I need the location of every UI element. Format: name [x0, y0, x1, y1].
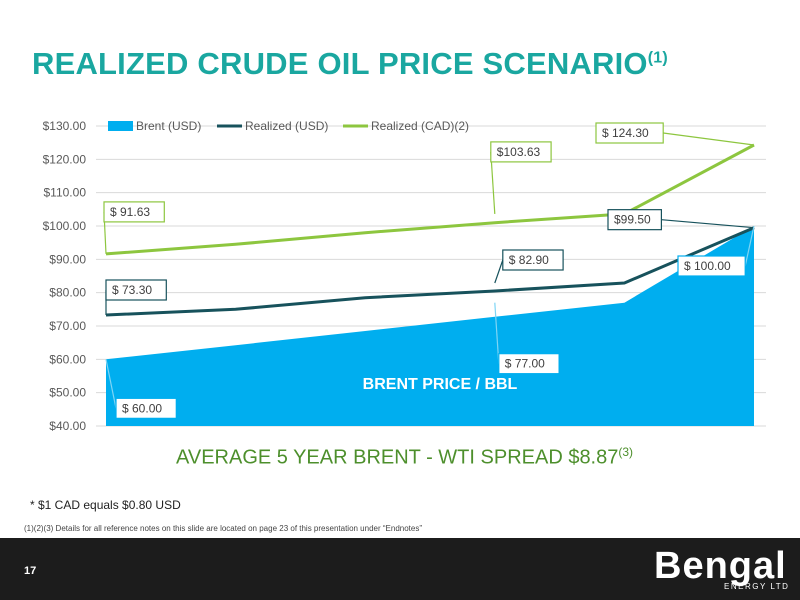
data-label: $ 100.00 — [684, 259, 731, 273]
y-tick-label: $90.00 — [49, 252, 86, 266]
y-tick-label: $50.00 — [49, 386, 86, 400]
callout-leader — [744, 225, 755, 267]
data-label-box — [490, 141, 552, 163]
data-label-box — [595, 122, 664, 144]
y-tick-label: $60.00 — [49, 352, 86, 366]
data-label: $ 73.30 — [112, 283, 152, 297]
subtitle-footnote-ref: (3) — [618, 445, 634, 459]
bengal-logo: Bengal ENERGY LTD — [654, 545, 789, 591]
series-line-realized-usd — [105, 226, 755, 317]
data-label-box — [105, 279, 167, 301]
callout-leader — [494, 259, 504, 284]
logo-tagline: ENERGY LTD — [724, 582, 789, 591]
price-chart: $40.00 $50.00 $60.00 $70.00 $80.00 $90.00 $100… — [43, 119, 766, 433]
footer-bar — [0, 538, 800, 600]
logo-wordmark: Bengal — [654, 545, 787, 587]
series-area-brent — [106, 226, 754, 426]
endnotes-reference: (1)(2)(3) Details for all reference note… — [24, 524, 422, 533]
spread-subtitle: AVERAGE 5 YEAR BRENT - WTI SPREAD $8.87(… — [176, 445, 634, 469]
y-tick-label: $120.00 — [43, 152, 87, 166]
data-label: $103.63 — [497, 145, 541, 159]
data-label-box — [607, 209, 663, 231]
series-line-realized-cad — [105, 143, 755, 256]
data-label-box — [115, 397, 177, 419]
page-number: 17 — [24, 565, 37, 577]
y-tick-label: $40.00 — [49, 419, 86, 433]
y-tick-label: $110.00 — [44, 186, 87, 200]
area-label: BRENT PRICE / BBL — [363, 376, 518, 393]
data-label: $ 91.63 — [110, 205, 150, 219]
data-label: $ 124.30 — [602, 126, 649, 140]
data-label-box — [103, 201, 165, 223]
data-label-box — [498, 353, 560, 375]
data-label: $ 60.00 — [122, 401, 162, 415]
callout-leader — [661, 219, 755, 229]
callout-leader — [494, 302, 500, 364]
cad-footnote: * $1 CAD equals $0.80 USD — [30, 498, 181, 512]
data-label: $99.50 — [614, 213, 651, 227]
y-tick-label: $100.00 — [43, 219, 87, 233]
data-label-box — [502, 249, 564, 271]
data-label: $ 77.00 — [505, 357, 545, 371]
y-tick-label: $130.00 — [43, 119, 87, 133]
legend-label: Brent (USD) — [136, 119, 201, 133]
legend-label: Realized (USD) — [245, 119, 328, 133]
legend-label: Realized (CAD)(2) — [371, 119, 469, 133]
legend-swatch — [108, 121, 133, 131]
slide-title: REALIZED CRUDE OIL PRICE SCENARIO(1) — [32, 46, 668, 81]
callout-leader — [105, 359, 117, 409]
y-tick-label: $80.00 — [49, 286, 86, 300]
data-label: $ 82.90 — [509, 253, 549, 267]
data-label-box — [677, 255, 746, 277]
callout-leader — [663, 132, 755, 146]
y-tick-label: $70.00 — [49, 319, 86, 333]
title-footnote-ref: (1) — [647, 49, 668, 67]
